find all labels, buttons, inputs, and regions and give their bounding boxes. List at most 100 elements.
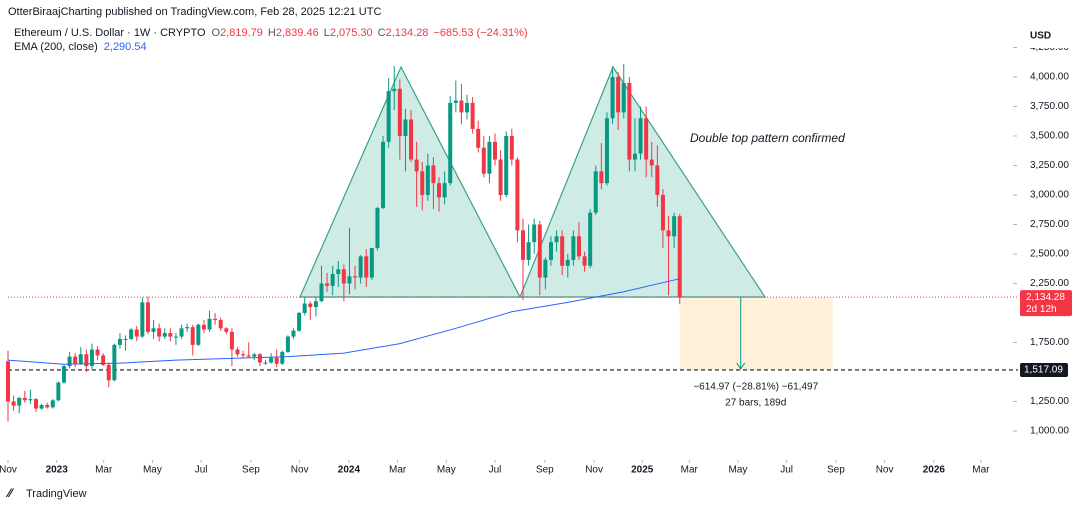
candle-body bbox=[302, 303, 307, 313]
candle-body bbox=[386, 91, 391, 142]
candle-body bbox=[269, 357, 274, 363]
x-tick-label: Mar bbox=[389, 465, 407, 476]
candle-body bbox=[185, 327, 190, 329]
candle-body bbox=[655, 165, 660, 195]
x-tick-label: 2023 bbox=[46, 465, 69, 476]
target-box bbox=[1020, 362, 1068, 377]
ohlc-value: 2,839.46 bbox=[276, 27, 319, 39]
candle-body bbox=[403, 119, 408, 136]
candle-body bbox=[353, 276, 358, 278]
candle-body bbox=[101, 355, 106, 365]
candle-body bbox=[453, 100, 458, 103]
ohlc-value: 2,134.28 bbox=[386, 27, 429, 39]
candle-body bbox=[112, 344, 117, 381]
x-tick-label: 2025 bbox=[631, 465, 654, 476]
candle-body bbox=[364, 256, 369, 278]
candle-body bbox=[28, 399, 33, 401]
candle-body bbox=[145, 302, 150, 332]
y-tick-label: 3,000.00 bbox=[1030, 190, 1069, 201]
candle-body bbox=[297, 312, 302, 331]
y-tick-label: 3,250.00 bbox=[1030, 160, 1069, 171]
candle-body bbox=[638, 118, 643, 154]
candle-body bbox=[336, 269, 341, 275]
candle-body bbox=[347, 276, 352, 284]
ohlc-key: C bbox=[378, 27, 386, 39]
candle-body bbox=[246, 355, 251, 357]
y-tick-label: 3,500.00 bbox=[1030, 131, 1069, 142]
y-tick-label: 1,250.00 bbox=[1030, 396, 1069, 407]
candle-body bbox=[369, 248, 374, 278]
candle-body bbox=[325, 283, 330, 286]
candle-body bbox=[17, 397, 22, 406]
measure-text: −614.97 (−28.81%) −61,497 bbox=[693, 382, 818, 393]
candle-body bbox=[470, 102, 475, 129]
countdown: 2d 12h bbox=[1026, 304, 1057, 315]
x-tick-label: Mar bbox=[972, 465, 990, 476]
candle-body bbox=[448, 102, 453, 184]
candle-body bbox=[431, 165, 436, 184]
candle-body bbox=[425, 165, 430, 195]
x-tick-label: Sep bbox=[242, 465, 260, 476]
x-tick-label: Nov bbox=[876, 465, 894, 476]
candle-body bbox=[134, 329, 139, 337]
candle-body bbox=[526, 242, 531, 260]
candle-body bbox=[56, 382, 61, 401]
candle-body bbox=[89, 349, 94, 367]
candle-body bbox=[280, 351, 285, 364]
y-tick-label: 3,750.00 bbox=[1030, 101, 1069, 112]
candle-body bbox=[465, 102, 470, 113]
candle-body bbox=[190, 327, 195, 345]
candle-body bbox=[392, 88, 397, 92]
candle-body bbox=[313, 301, 318, 308]
candle-body bbox=[487, 141, 492, 174]
candle-body bbox=[660, 194, 665, 231]
candle-body bbox=[593, 171, 598, 213]
candle-body bbox=[157, 328, 162, 337]
x-tick-label: Mar bbox=[681, 465, 699, 476]
candle-body bbox=[257, 354, 262, 363]
candle-body bbox=[11, 401, 16, 406]
candle-body bbox=[117, 338, 122, 345]
candle-body bbox=[252, 354, 257, 357]
candle-body bbox=[341, 269, 346, 284]
x-tick-label: 2024 bbox=[338, 465, 361, 476]
ema-value: 2,290.54 bbox=[104, 41, 147, 53]
candle-body bbox=[644, 118, 649, 160]
brand-logo: ⁄⁄ bbox=[5, 486, 15, 500]
candle-body bbox=[308, 303, 313, 308]
candle-body bbox=[537, 224, 542, 278]
pattern-layer bbox=[299, 65, 767, 298]
x-tick-label: Jul bbox=[780, 465, 793, 476]
candle-body bbox=[610, 76, 615, 119]
candle-body bbox=[554, 236, 559, 243]
brand-name: TradingView bbox=[26, 488, 87, 500]
candle-body bbox=[84, 354, 89, 367]
candle-body bbox=[61, 366, 66, 383]
candle-body bbox=[201, 324, 206, 330]
candle-body bbox=[140, 302, 145, 337]
candle-body bbox=[627, 82, 632, 160]
candle-body bbox=[151, 328, 156, 332]
x-tick-label: Mar bbox=[95, 465, 113, 476]
candle-body bbox=[532, 224, 537, 243]
ema-line: EMA (200, close) 2,290.54 bbox=[14, 41, 147, 53]
candle-body bbox=[162, 333, 167, 337]
ohlc-key: L bbox=[324, 27, 330, 39]
candle-body bbox=[358, 256, 363, 278]
candle-body bbox=[504, 135, 509, 195]
brand: ⁄⁄ TradingView bbox=[5, 486, 87, 500]
ohlc-value: 2,075.30 bbox=[330, 27, 373, 39]
x-tick-label: Sep bbox=[536, 465, 554, 476]
x-tick-label: May bbox=[728, 465, 747, 476]
x-tick-label: Nov bbox=[585, 465, 603, 476]
candle-body bbox=[437, 183, 442, 198]
symbol-line: Ethereum / U.S. Dollar · 1W · CRYPTO O2,8… bbox=[14, 27, 528, 39]
ema-name: EMA (200, close) bbox=[14, 41, 98, 53]
candle-body bbox=[229, 331, 234, 350]
candle-body bbox=[123, 338, 128, 340]
candle-body bbox=[22, 397, 27, 401]
x-tick-label: Nov bbox=[291, 465, 309, 476]
ohlc-key: H bbox=[268, 27, 276, 39]
candle-body bbox=[632, 153, 637, 160]
